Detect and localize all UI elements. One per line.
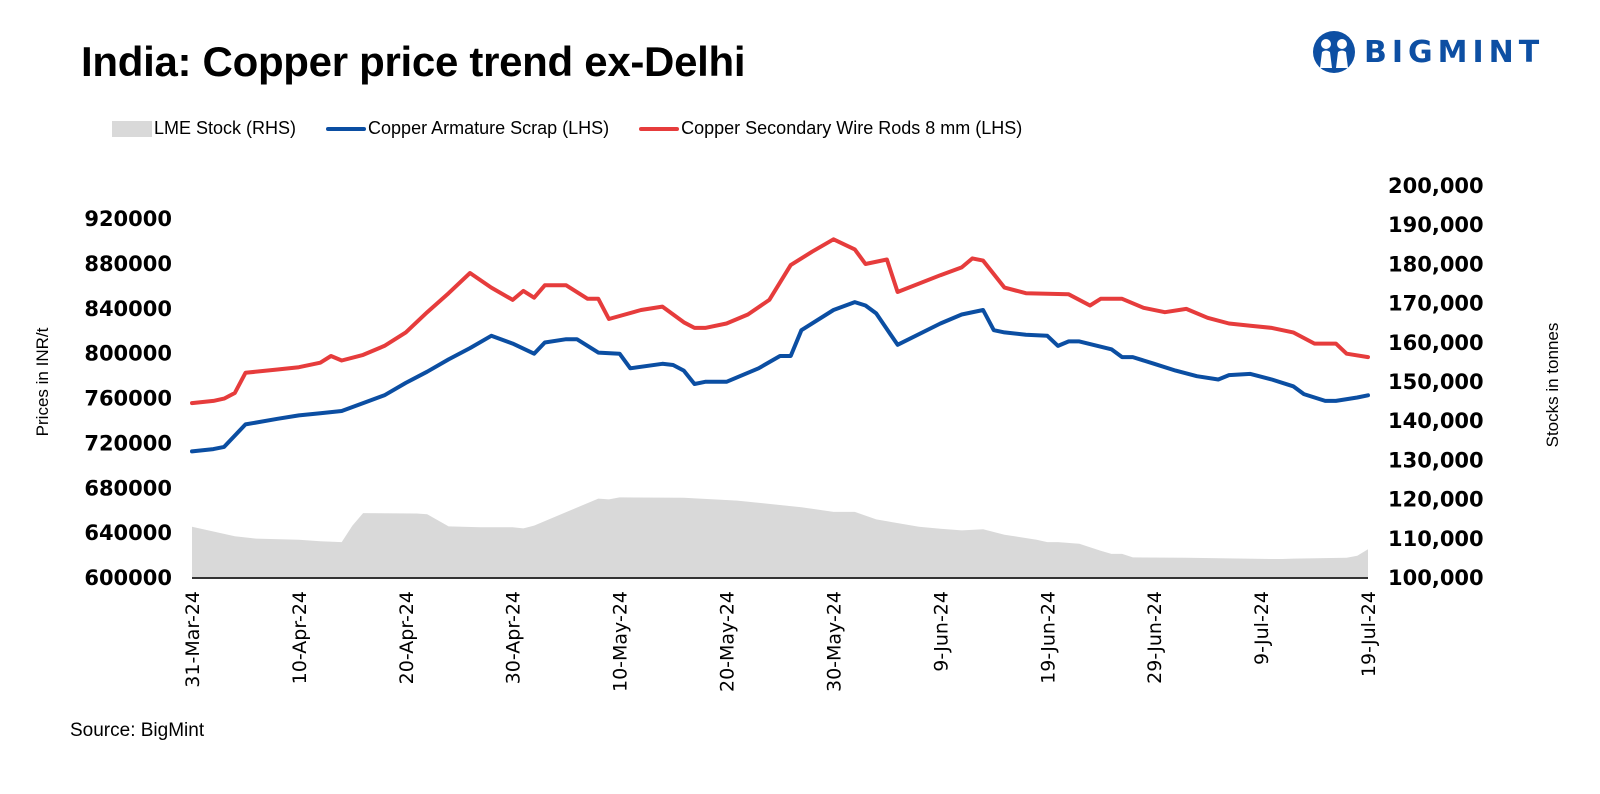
right-tick-label: 190,000 [1388,213,1484,237]
left-tick-label: 720000 [84,431,172,455]
legend-label: Copper Secondary Wire Rods 8 mm (LHS) [681,118,1023,138]
left-tick-label: 880000 [84,252,172,276]
x-axis-ticks: 31-Mar-24 10-Apr-24 20-Apr-24 30-Apr-24 10-M… [182,591,1380,692]
left-axis-ticks: 920000 880000 840000 800000 760000 720000 6800… [84,207,172,590]
right-tick-label: 110,000 [1388,527,1484,551]
chart-title: India: Copper price trend ex-Delhi [81,38,746,85]
legend-item-lme-stock: LME Stock (RHS) [112,118,296,139]
left-tick-label: 800000 [84,342,172,366]
right-tick-label: 120,000 [1388,488,1484,512]
legend-item-armature-scrap: Copper Armature Scrap (LHS) [326,118,609,139]
chart-legend: LME Stock (RHS) Copper Armature Scrap (L… [112,118,1052,139]
left-tick-label: 640000 [84,521,172,545]
right-tick-label: 170,000 [1388,292,1484,316]
bigmint-logo: BIGMINT [1312,30,1544,74]
right-tick-label: 100,000 [1388,566,1484,590]
legend-swatch-area [112,120,152,137]
left-tick-label: 680000 [84,476,172,500]
right-tick-label: 130,000 [1388,448,1484,472]
legend-label: LME Stock (RHS) [154,118,297,138]
left-tick-label: 600000 [84,566,172,590]
people-group-icon [1313,31,1355,73]
left-axis-title: Prices in INR/t [33,327,52,436]
series-armature-scrap-line [190,300,1370,454]
logo-text: BIGMINT [1364,34,1545,70]
legend-item-wire-rods: Copper Secondary Wire Rods 8 mm (LHS) [639,118,1022,139]
right-tick-label: 140,000 [1388,409,1484,433]
right-tick-label: 150,000 [1388,370,1484,394]
series-lme-stock-area [192,497,1368,577]
x-tick-label: 9-Jun-24 [930,591,952,672]
right-axis-ticks: 200,000 190,000 180,000 170,000 160,000 150,0… [1388,174,1484,590]
right-tick-label: 160,000 [1388,331,1484,355]
x-tick-label: 10-May-24 [610,591,632,692]
price-lines-layer [190,237,1370,454]
x-tick-label: 9-Jul-24 [1251,591,1273,665]
right-tick-label: 200,000 [1388,174,1484,198]
legend-swatch-line [639,126,680,131]
x-tick-label: 20-Apr-24 [396,591,418,684]
x-tick-label: 30-May-24 [823,591,845,692]
x-tick-label: 20-May-24 [717,591,739,692]
left-tick-label: 840000 [84,297,172,321]
x-tick-label: 19-Jul-24 [1358,591,1380,677]
x-tick-label: 29-Jun-24 [1144,591,1166,684]
x-tick-label: 10-Apr-24 [289,591,311,684]
x-tick-label: 31-Mar-24 [182,591,204,688]
x-tick-label: 19-Jun-24 [1037,591,1059,684]
left-tick-label: 920000 [84,207,172,231]
right-axis-title: Stocks in tonnes [1543,323,1562,448]
legend-label: Copper Armature Scrap (LHS) [368,118,610,138]
left-tick-label: 760000 [84,387,172,411]
lme-stock-layer [192,497,1368,577]
right-tick-label: 180,000 [1388,252,1484,276]
x-tick-label: 30-Apr-24 [503,591,525,684]
legend-swatch-line [326,126,367,131]
source-note: Source: BigMint [70,720,205,741]
series-wire-rods-line [190,237,1370,406]
